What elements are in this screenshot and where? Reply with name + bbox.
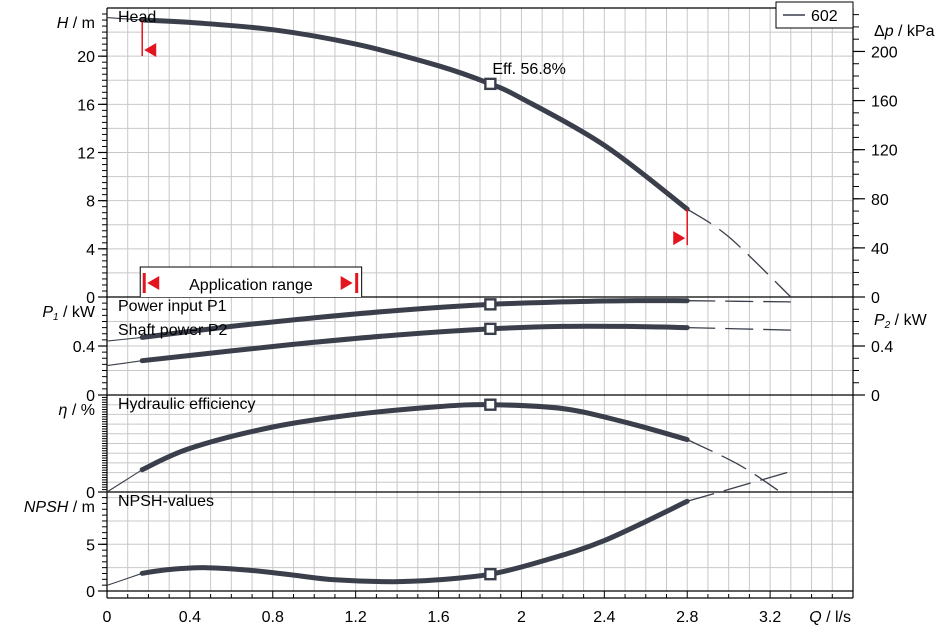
- y-tick-label: 0: [86, 388, 95, 405]
- y-axis-unit: / kW: [59, 304, 96, 321]
- y-tick-label: 0: [86, 584, 95, 601]
- right-axis-unit: / kW: [890, 312, 927, 329]
- right-axis-symbol: P: [874, 312, 885, 329]
- x-tick-label: 0.8: [262, 609, 284, 626]
- y-axis-unit: / m: [68, 499, 95, 516]
- series-extension-dashed: [687, 326, 791, 331]
- duty-point-marker: [484, 322, 497, 336]
- x-tick-label: 0.4: [179, 609, 201, 626]
- x-axis-symbol: Q: [809, 609, 821, 626]
- y-tick-label: 0: [86, 485, 95, 502]
- y-tick-label: 8: [86, 194, 95, 211]
- y-tick-label: 20: [77, 49, 95, 66]
- right-tick-label: 40: [871, 241, 889, 258]
- right-axis-subscript: 2: [884, 320, 891, 331]
- application-range-left-arrow: [147, 276, 160, 290]
- y-tick-label: 5: [86, 537, 95, 554]
- legend: 602: [775, 1, 854, 29]
- y-tick-label: 4: [86, 242, 95, 259]
- right-axis-prefix: Δ: [874, 23, 885, 40]
- series-extension-dashed: [686, 208, 792, 298]
- y-tick-label: 12: [77, 146, 95, 163]
- y-axis-label: NPSH / m: [24, 499, 95, 516]
- y-axis-symbol: H: [57, 15, 69, 32]
- x-tick-label: 3.2: [759, 609, 781, 626]
- series-line: [139, 298, 690, 340]
- right-axis-label: P2 / kW: [874, 312, 928, 331]
- right-tick-label: 200: [871, 44, 898, 61]
- y-axis-unit: / %: [67, 402, 95, 419]
- series-line: [139, 323, 690, 364]
- y-axis-label: H / m: [57, 15, 95, 32]
- range-end-arrow: [673, 231, 686, 246]
- application-range-label: Application range: [189, 277, 313, 294]
- series-line: [139, 17, 690, 212]
- y-axis-label: P1 / kW: [42, 304, 96, 323]
- y-tick-label: 16: [77, 97, 95, 114]
- series-extension-dashed: [686, 439, 781, 493]
- right-axis-unit: / kPa: [894, 23, 935, 40]
- x-tick-label: 2.4: [593, 609, 615, 626]
- y-axis-label: η / %: [59, 402, 95, 419]
- series-leading-segment: [106, 360, 143, 367]
- right-axis-label: Δp / kPa: [874, 23, 935, 40]
- duty-point-marker: [484, 398, 497, 411]
- curve-layer: [106, 17, 792, 586]
- right-tick-label: 120: [871, 143, 898, 160]
- right-tick-label: 160: [871, 94, 898, 111]
- y-tick-label: 0: [86, 290, 95, 307]
- grid-layer: [107, 8, 853, 591]
- y-axis-unit: / m: [68, 15, 95, 32]
- x-tick-label: 2: [517, 609, 526, 626]
- y-tick-label: 0.4: [73, 339, 95, 356]
- right-tick-label: 0: [871, 388, 880, 405]
- duty-point-marker: [484, 298, 497, 311]
- panel-title: Head: [118, 9, 156, 26]
- y-axis-symbol: P: [42, 304, 53, 321]
- right-tick-label: 0.4: [871, 339, 893, 356]
- x-tick-label: 0: [103, 609, 112, 626]
- y-axis-symbol: NPSH: [24, 499, 69, 516]
- right-tick-label: 0: [871, 290, 880, 307]
- duty-point-marker: [484, 567, 497, 581]
- x-tick-label: 2.8: [676, 609, 698, 626]
- series-extension-dashed: [687, 300, 791, 303]
- y-axis-subscript: 1: [53, 312, 59, 323]
- panel-title-secondary: Shaft power P2: [118, 322, 228, 339]
- y-axis-symbol: η: [59, 402, 68, 419]
- panel-title: Hydraulic efficiency: [118, 396, 256, 413]
- panel-title: Power input P1: [118, 298, 227, 315]
- right-tick-label: 80: [871, 192, 889, 209]
- series-line: [139, 402, 690, 473]
- application-range-box: [139, 266, 363, 297]
- efficiency-label: Eff. 56.8%: [492, 61, 566, 78]
- right-axis-symbol: p: [884, 23, 894, 40]
- panel-title: NPSH-values: [118, 493, 214, 510]
- legend-label: 602: [811, 8, 838, 25]
- application-range-right-arrow: [340, 276, 353, 290]
- axis-layer: [98, 7, 865, 599]
- x-tick-label: 1.2: [345, 609, 367, 626]
- series-line: [139, 498, 690, 585]
- x-axis-label: Q / l/s: [809, 609, 851, 626]
- x-tick-label: 1.6: [427, 609, 449, 626]
- series-leading-segment: [106, 572, 143, 586]
- range-start-arrow: [144, 43, 157, 58]
- x-axis-unit: / l/s: [822, 609, 851, 626]
- application-range: Application range: [139, 266, 363, 297]
- series-extension-dashed: [687, 470, 791, 502]
- duty-point-marker: [484, 77, 497, 91]
